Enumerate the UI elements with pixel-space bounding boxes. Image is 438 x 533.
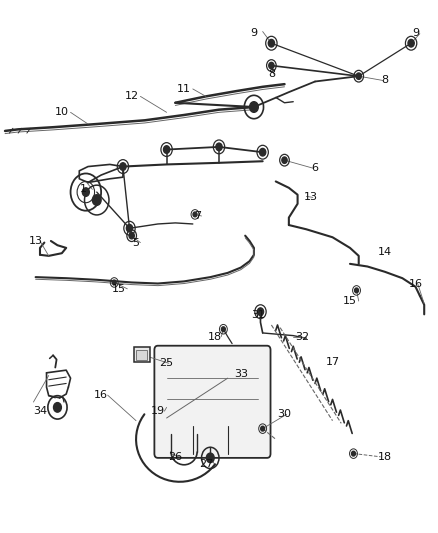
Circle shape <box>269 62 274 69</box>
Text: 18: 18 <box>378 452 392 462</box>
Circle shape <box>112 280 116 285</box>
Circle shape <box>355 288 358 293</box>
Circle shape <box>282 157 287 164</box>
Text: 5: 5 <box>133 238 140 247</box>
Circle shape <box>408 39 414 47</box>
Text: 13: 13 <box>28 236 42 246</box>
Bar <box>134 348 150 362</box>
Text: 16: 16 <box>409 279 423 288</box>
Text: 6: 6 <box>311 163 318 173</box>
Text: 9: 9 <box>412 28 419 38</box>
Circle shape <box>193 212 197 217</box>
Circle shape <box>53 402 61 412</box>
Text: 8: 8 <box>268 69 275 79</box>
Circle shape <box>356 73 361 79</box>
Text: 9: 9 <box>251 28 258 38</box>
Text: 16: 16 <box>94 390 108 400</box>
Circle shape <box>221 327 225 332</box>
Text: 34: 34 <box>33 406 47 416</box>
Circle shape <box>127 224 133 232</box>
Circle shape <box>261 426 265 431</box>
Text: 8: 8 <box>381 76 389 85</box>
Circle shape <box>260 148 266 156</box>
Text: 15: 15 <box>343 296 357 306</box>
Circle shape <box>120 163 126 171</box>
Text: 14: 14 <box>378 247 392 256</box>
Text: 30: 30 <box>278 409 292 419</box>
Text: 18: 18 <box>208 332 222 342</box>
Text: 27: 27 <box>199 459 213 469</box>
Circle shape <box>82 188 89 196</box>
Text: 10: 10 <box>55 107 69 117</box>
Circle shape <box>216 143 222 151</box>
Circle shape <box>268 39 275 47</box>
Text: 13: 13 <box>304 192 318 203</box>
Text: 26: 26 <box>168 452 182 462</box>
Text: 17: 17 <box>325 357 339 367</box>
Text: 25: 25 <box>159 358 174 368</box>
Text: 15: 15 <box>112 284 126 294</box>
Circle shape <box>129 232 134 239</box>
Text: 32: 32 <box>295 332 309 342</box>
Text: 12: 12 <box>125 91 139 101</box>
Circle shape <box>250 102 258 112</box>
Circle shape <box>258 308 264 316</box>
FancyBboxPatch shape <box>154 346 271 458</box>
Text: 33: 33 <box>234 369 248 379</box>
Text: 31: 31 <box>251 310 265 320</box>
Text: 7: 7 <box>194 211 201 221</box>
Circle shape <box>92 195 101 205</box>
Bar <box>136 351 147 360</box>
Circle shape <box>352 451 356 456</box>
Circle shape <box>163 146 170 154</box>
Text: 19: 19 <box>151 406 165 416</box>
Circle shape <box>206 453 214 463</box>
Text: 11: 11 <box>177 84 191 94</box>
Text: 1: 1 <box>80 184 87 195</box>
